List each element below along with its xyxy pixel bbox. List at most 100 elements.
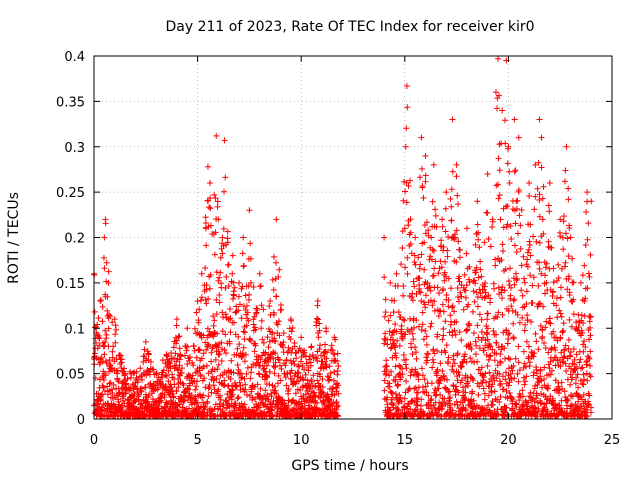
data-point [170, 393, 177, 400]
data-point [202, 403, 209, 410]
data-point [216, 291, 223, 298]
data-point [203, 242, 210, 249]
data-point [184, 343, 191, 350]
data-point [200, 392, 207, 399]
data-point [226, 316, 233, 323]
data-point [241, 329, 248, 336]
data-point [158, 394, 165, 401]
data-point [224, 239, 231, 246]
data-point [192, 386, 199, 393]
data-point [175, 375, 182, 382]
data-point [235, 394, 242, 401]
data-point [205, 342, 212, 349]
data-point [233, 383, 240, 390]
data-point [165, 378, 172, 385]
data-point [225, 283, 232, 290]
data-point [123, 381, 130, 388]
data-point [234, 345, 241, 352]
data-point [155, 384, 162, 391]
data-point [95, 401, 102, 408]
data-point [189, 372, 196, 379]
data-point [112, 331, 119, 338]
data-point [102, 372, 109, 379]
data-point [190, 362, 197, 369]
data-point [109, 348, 116, 355]
data-point [207, 205, 214, 212]
data-point [186, 382, 193, 389]
x-tick-label: 0 [90, 433, 98, 448]
data-point [229, 386, 236, 393]
data-point [227, 376, 234, 383]
data-point [207, 222, 214, 229]
data-point [145, 351, 152, 358]
data-point [173, 358, 180, 365]
data-point [208, 349, 215, 356]
data-point [184, 360, 191, 367]
data-point [167, 363, 174, 370]
data-point [104, 307, 111, 314]
data-point [138, 376, 145, 383]
data-point [191, 347, 198, 354]
data-point [216, 299, 223, 306]
data-point [236, 379, 243, 386]
data-point [143, 372, 150, 379]
data-point [242, 351, 249, 358]
data-point [245, 317, 252, 324]
data-point [229, 270, 236, 277]
data-point [109, 319, 116, 326]
data-point [100, 384, 107, 391]
data-point [221, 346, 228, 353]
grid-lines [94, 56, 612, 419]
data-point [147, 358, 154, 365]
data-point [210, 333, 217, 340]
data-point [183, 347, 190, 354]
data-point [214, 412, 221, 419]
data-point [161, 404, 168, 411]
data-point [210, 322, 217, 329]
data-point [99, 303, 106, 310]
data-point [235, 366, 242, 373]
data-point [110, 381, 117, 388]
data-point [211, 251, 218, 258]
data-point [109, 354, 116, 361]
data-point [218, 339, 225, 346]
data-point [185, 386, 192, 393]
data-point [124, 375, 131, 382]
data-point [236, 341, 243, 348]
y-tick-label: 0.1 [64, 322, 85, 337]
data-point [218, 245, 225, 252]
data-point [239, 250, 246, 257]
data-point [198, 355, 205, 362]
data-point [175, 366, 182, 373]
data-point [206, 383, 213, 390]
data-point [200, 332, 207, 339]
data-point [235, 307, 242, 314]
data-point [171, 381, 178, 388]
data-point [97, 297, 104, 304]
data-point [208, 389, 215, 396]
data-point [150, 366, 157, 373]
data-point [185, 405, 192, 412]
data-point [99, 318, 106, 325]
data-point [206, 204, 213, 211]
data-point [245, 296, 252, 303]
data-point [196, 347, 203, 354]
data-point [246, 291, 253, 298]
data-point [198, 294, 205, 301]
x-tick-label: 5 [193, 433, 201, 448]
data-point [210, 382, 217, 389]
data-point [135, 397, 142, 404]
data-point [224, 400, 231, 407]
data-point [242, 386, 249, 393]
data-point [219, 240, 226, 247]
data-point [243, 371, 250, 378]
data-point [101, 370, 108, 377]
data-point [96, 335, 103, 342]
data-point [245, 282, 252, 289]
data-point [180, 381, 187, 388]
data-point [112, 339, 119, 346]
y-tick-label: 0 [77, 413, 85, 428]
data-point [212, 229, 219, 236]
data-point [244, 309, 251, 316]
y-tick-label: 0.25 [56, 186, 85, 201]
